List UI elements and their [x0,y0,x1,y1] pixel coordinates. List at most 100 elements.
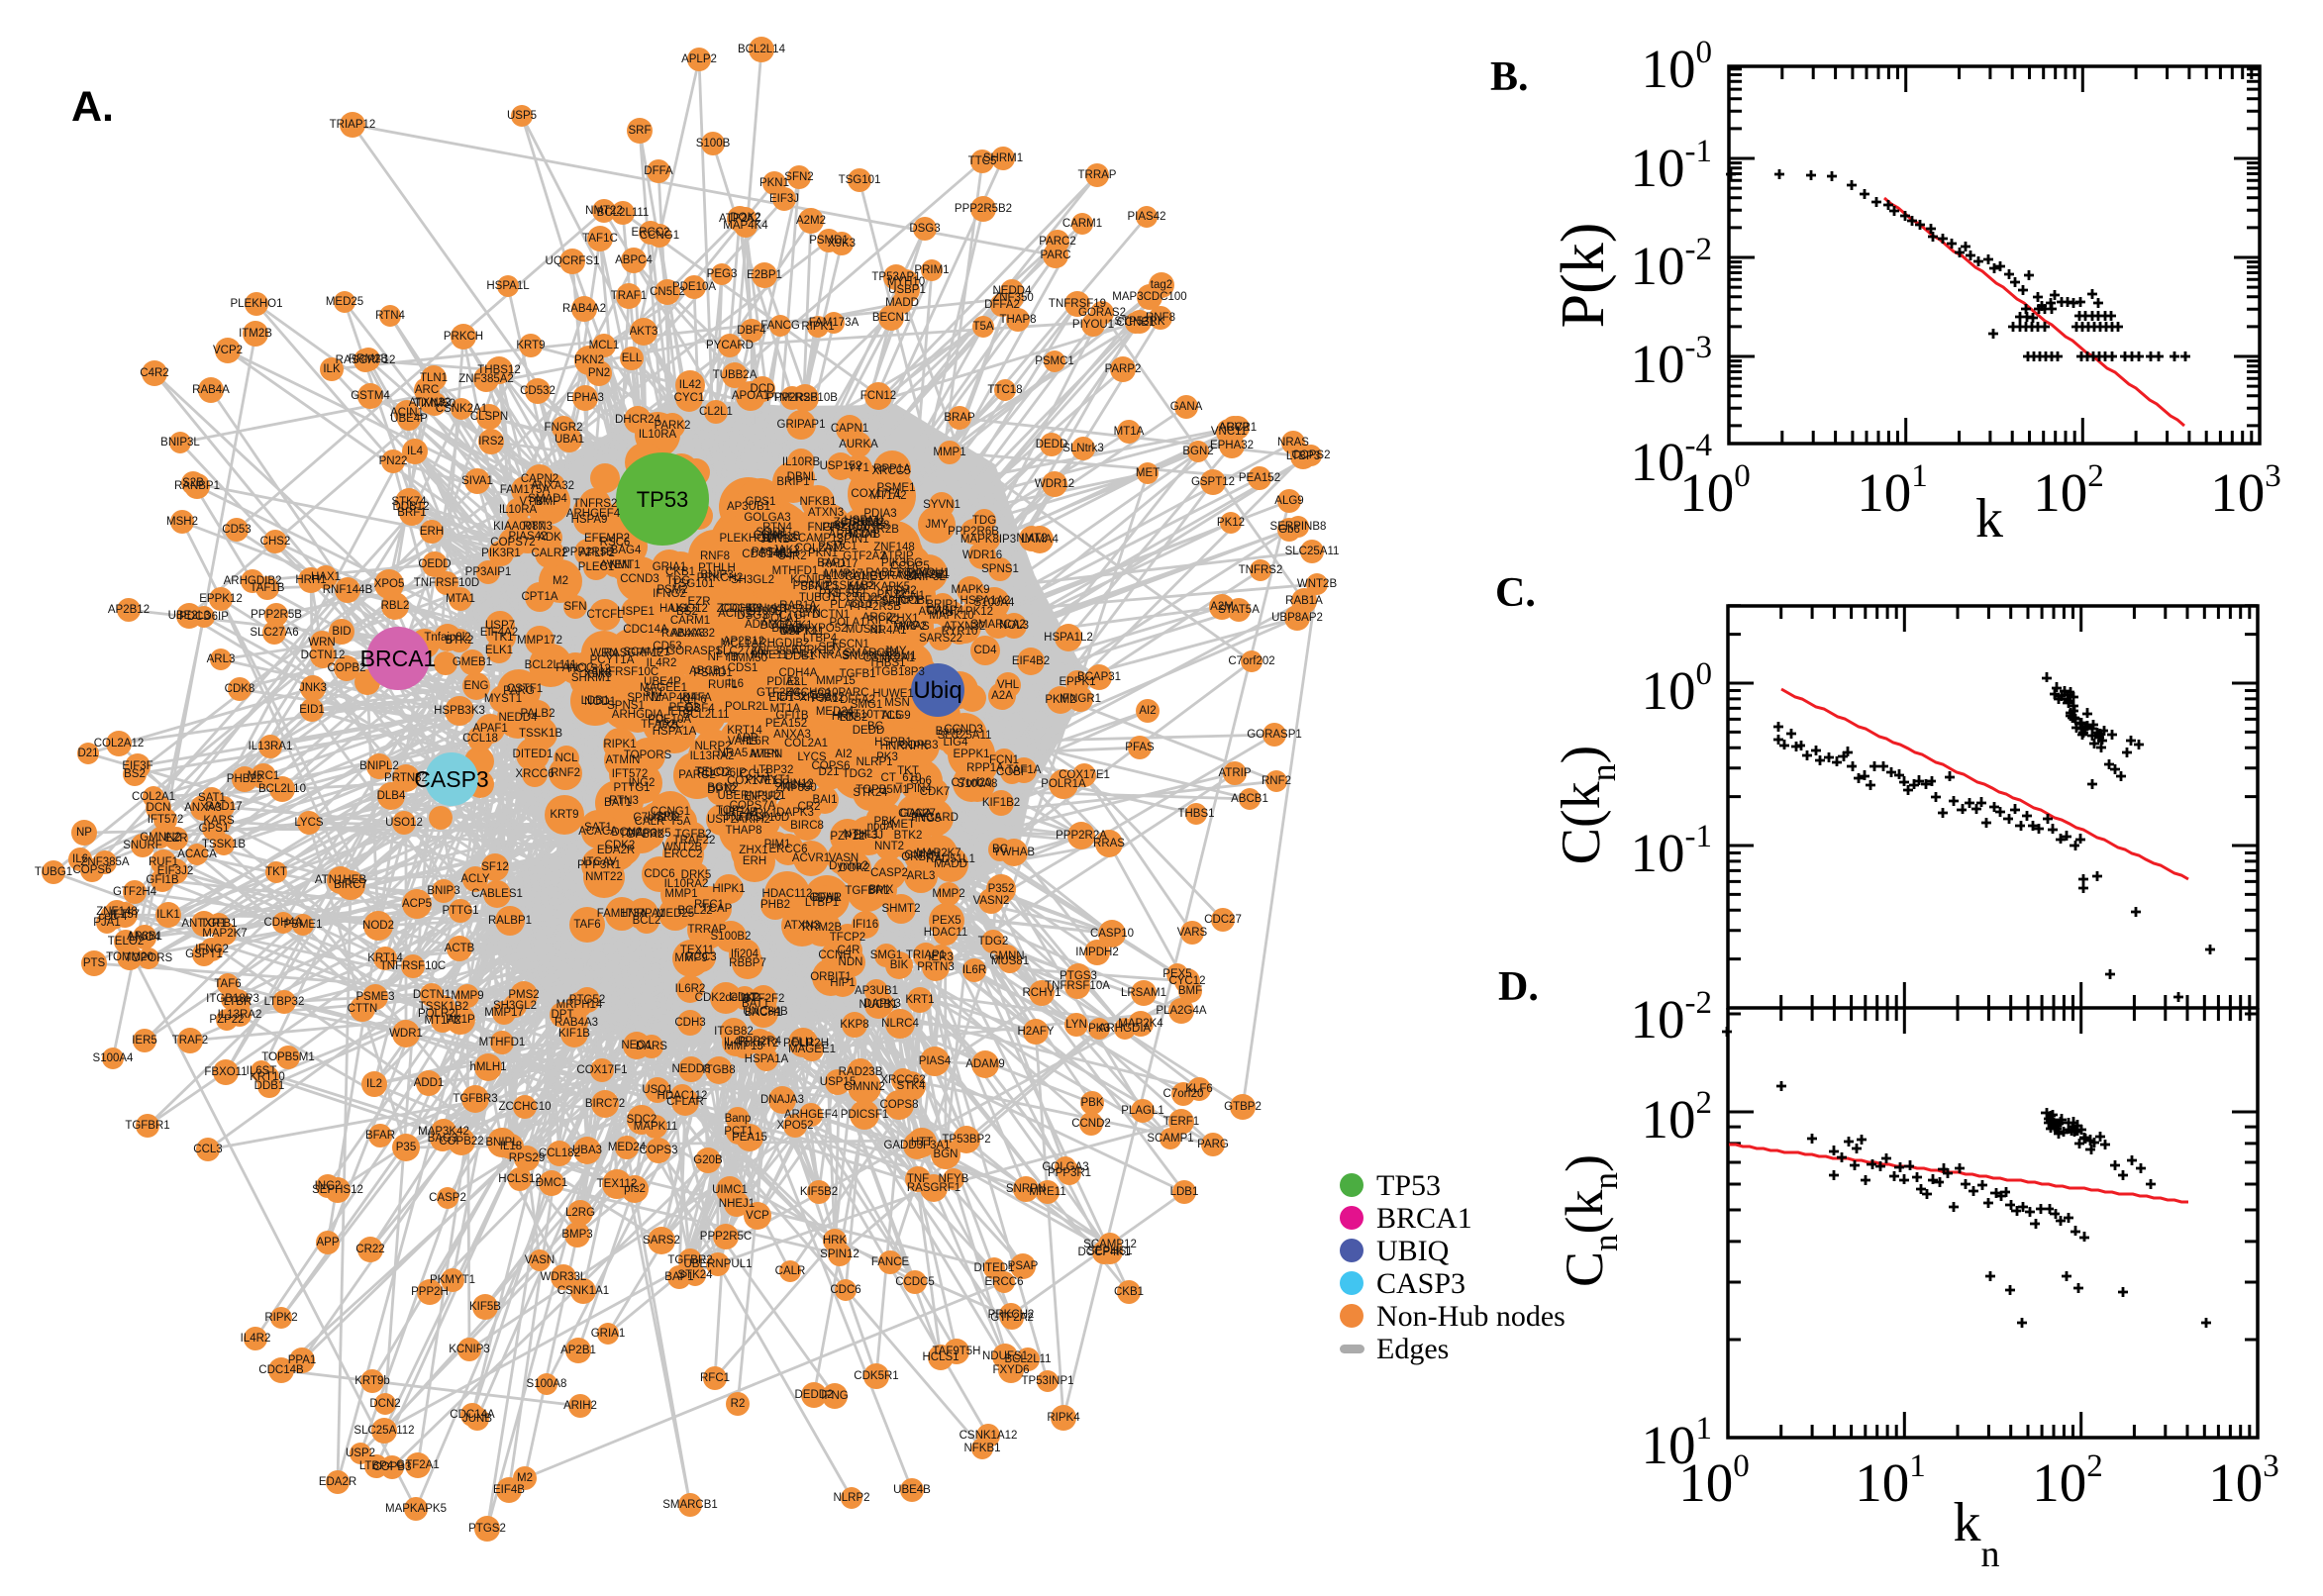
svg-text:DITED1: DITED1 [513,748,554,760]
svg-text:NLRP1: NLRP1 [856,756,892,768]
svg-text:ING5: ING5 [915,813,942,825]
svg-text:ACTB: ACTB [445,943,475,954]
svg-text:USP15: USP15 [820,1076,856,1088]
svg-text:JUNB: JUNB [462,1413,492,1425]
svg-text:IL4R2: IL4R2 [241,1333,271,1345]
svg-text:TSG101: TSG101 [672,578,715,590]
svg-text:APP: APP [735,733,758,745]
svg-text:ATMIN: ATMIN [606,754,641,766]
svg-text:ACIN1: ACIN1 [718,608,752,620]
svg-text:STK24: STK24 [677,1269,713,1281]
svg-text:KRT1: KRT1 [905,994,934,1006]
svg-text:TP53: TP53 [1376,1169,1441,1202]
svg-text:ARL3: ARL3 [907,870,936,882]
svg-text:MMP9: MMP9 [451,990,483,1002]
svg-text:GMNN2: GMNN2 [140,832,181,844]
svg-text:IL2: IL2 [366,1078,382,1090]
svg-text:MAGEE1: MAGEE1 [640,682,687,694]
svg-text:RRM2B: RRM2B [349,353,389,365]
svg-text:CAPN1: CAPN1 [831,423,868,435]
svg-text:UBERNPUL1: UBERNPUL1 [683,1258,752,1270]
svg-text:SHMT2: SHMT2 [882,903,921,915]
svg-text:VRK1: VRK1 [748,808,777,820]
svg-text:ACIN1: ACIN1 [390,407,424,419]
svg-text:PIYOU1: PIYOU1 [1072,319,1114,331]
svg-text:PPP2R2B: PPP2R2B [848,524,899,536]
svg-text:PRIM1: PRIM1 [914,264,949,276]
svg-text:AP2B12: AP2B12 [108,604,150,616]
svg-text:CHS2: CHS2 [260,536,291,548]
svg-text:USP5: USP5 [507,110,537,122]
svg-text:MAPKAPK5: MAPKAPK5 [849,581,910,593]
svg-text:PKN1: PKN1 [759,177,789,189]
svg-text:GSPT1: GSPT1 [185,948,223,960]
svg-text:EPPK12: EPPK12 [199,593,242,605]
svg-text:ARHGDIB2: ARHGDIB2 [224,575,282,587]
svg-text:DSG3: DSG3 [737,610,767,622]
svg-text:LAMA4: LAMA4 [1021,534,1059,546]
svg-text:IL10RA: IL10RA [639,429,677,441]
svg-text:ILK1: ILK1 [156,909,180,921]
svg-text:NMT1: NMT1 [609,559,640,571]
svg-text:BAG4: BAG4 [611,545,642,556]
svg-text:NYEF2S1: NYEF2S1 [898,569,949,581]
svg-text:USBP1: USBP1 [888,284,926,296]
svg-text:CD53: CD53 [653,641,681,652]
svg-text:KIF5B: KIF5B [469,1301,501,1313]
svg-text:PP3AIP1: PP3AIP1 [465,566,512,578]
svg-text:PSM2: PSM2 [885,585,916,597]
svg-text:BC: BC [992,844,1008,855]
svg-text:IER5: IER5 [667,706,693,718]
svg-text:HSPA1A: HSPA1A [653,726,697,738]
svg-text:PDE10A: PDE10A [672,281,716,293]
svg-text:MED25: MED25 [326,296,363,308]
svg-text:LDB2: LDB2 [840,712,868,724]
svg-text:BACH1: BACH1 [745,1007,782,1019]
svg-text:KRT10: KRT10 [838,709,873,721]
svg-text:ARC2: ARC2 [1219,422,1250,434]
svg-text:PARK2: PARK2 [655,420,691,432]
svg-text:BAG3: BAG3 [428,1133,458,1145]
svg-text:TGFBR3: TGFBR3 [453,1093,497,1105]
svg-text:NRAS: NRAS [1277,437,1309,449]
svg-text:HNRNPK: HNRNPK [880,741,929,752]
svg-text:VARS: VARS [728,736,758,748]
svg-text:OEDD: OEDD [418,558,451,570]
svg-text:TRIAP1: TRIAP1 [906,949,946,961]
svg-text:CCDC5: CCDC5 [890,560,930,572]
svg-text:GRIA1: GRIA1 [653,561,687,573]
svg-text:RABEP1: RABEP1 [865,567,910,579]
svg-text:HIP1: HIP1 [830,977,856,989]
svg-text:AURKA: AURKA [839,439,878,450]
svg-text:IL4R: IL4R [724,1037,748,1048]
svg-text:PPP2R5C: PPP2R5C [700,1231,752,1243]
svg-text:LTBP1: LTBP1 [805,897,839,909]
svg-text:TAF1B: TAF1B [251,582,285,594]
svg-text:PTTG1: PTTG1 [613,782,650,794]
svg-text:EIF3J2: EIF3J2 [157,865,193,877]
svg-text:Gb6: Gb6 [910,775,932,787]
svg-text:PTG52: PTG52 [569,994,605,1006]
svg-text:COPB2: COPB2 [328,662,366,674]
svg-text:TKT: TKT [265,866,287,878]
svg-text:GTF2H4: GTF2H4 [113,886,157,898]
svg-text:ATP2A2: ATP2A2 [719,213,760,225]
svg-text:GMEB1: GMEB1 [453,656,492,668]
svg-text:VCP2: VCP2 [213,345,243,356]
svg-text:BAI1: BAI1 [813,794,838,806]
svg-text:GORASP1: GORASP1 [1247,729,1302,741]
svg-text:RUF1: RUF1 [708,679,738,691]
svg-text:DCCP4K1: DCCP4K1 [759,620,812,632]
svg-text:DMC1: DMC1 [536,1177,568,1189]
svg-text:BGN2: BGN2 [707,782,738,794]
svg-text:CABLES1: CABLES1 [471,888,523,900]
svg-text:Banp: Banp [936,726,962,738]
svg-text:RBBP7: RBBP7 [729,957,766,969]
svg-text:Edges: Edges [1376,1333,1449,1365]
svg-text:SFN2: SFN2 [800,581,829,593]
svg-text:HCLS12: HCLS12 [498,1173,541,1185]
svg-text:BMP3: BMP3 [561,1229,592,1241]
svg-text:TFCP2: TFCP2 [830,932,865,944]
svg-text:DPT: DPT [552,1009,574,1021]
svg-text:SIVA1: SIVA1 [461,475,493,487]
